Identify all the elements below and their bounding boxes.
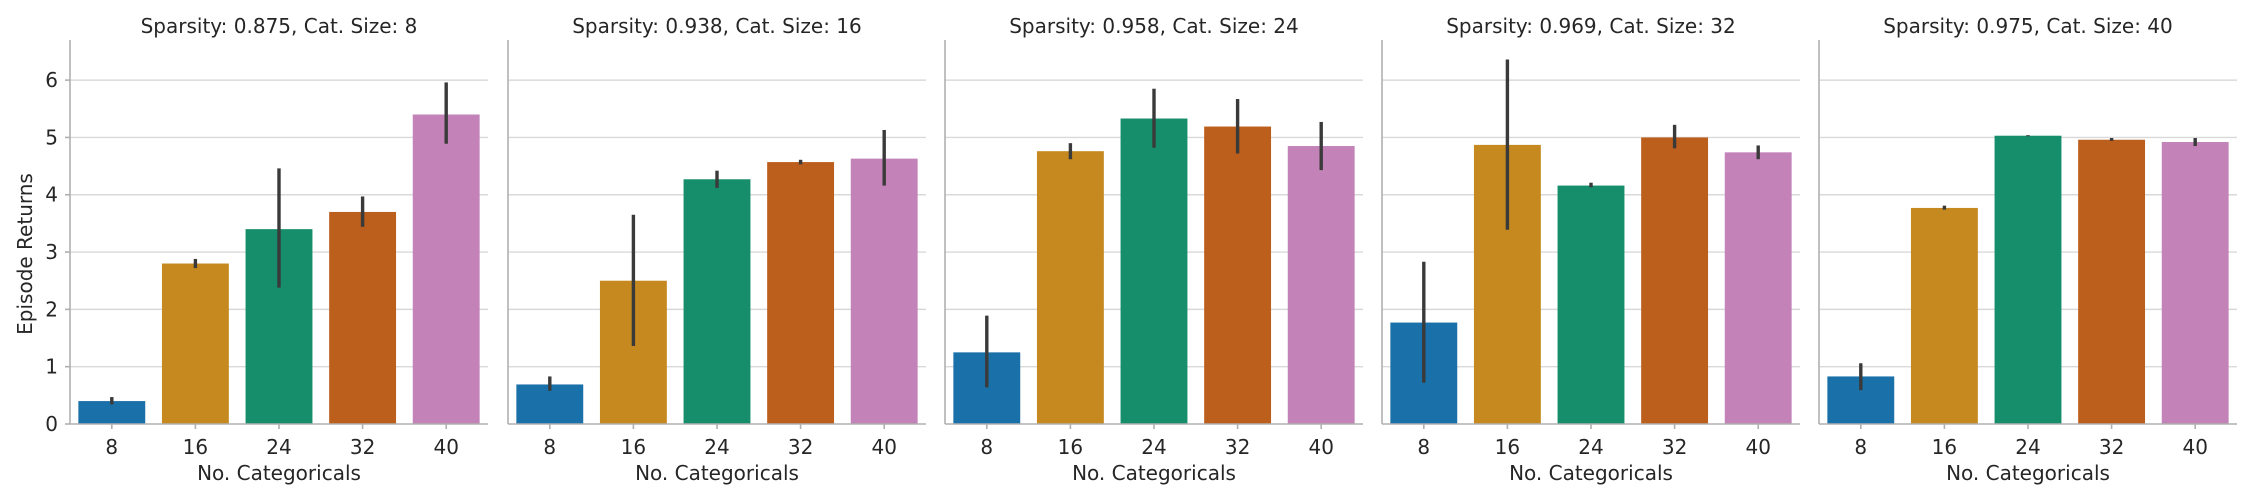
x-axis-label: No. Categoricals	[1509, 461, 1673, 485]
bar-32	[329, 211, 397, 424]
bar-24	[1557, 185, 1625, 424]
bar-40	[1287, 146, 1355, 424]
x-tick-label: 24	[1578, 435, 1603, 459]
x-tick-label: 8	[1854, 435, 1867, 459]
x-axis-label: No. Categoricals	[1072, 461, 1236, 485]
x-tick-label: 40	[2182, 435, 2207, 459]
x-tick-label: 24	[266, 435, 291, 459]
y-tick-label: 5	[45, 125, 58, 149]
x-tick-label: 24	[1141, 435, 1166, 459]
x-tick-label: 16	[621, 435, 646, 459]
x-tick-label: 32	[1662, 435, 1687, 459]
panel-title: Sparsity: 0.938, Cat. Size: 16	[572, 14, 862, 38]
x-tick-label: 32	[350, 435, 375, 459]
bar-32	[2078, 139, 2146, 424]
y-tick-label: 4	[45, 183, 58, 207]
bar-8	[516, 384, 584, 424]
x-tick-label: 40	[433, 435, 458, 459]
bar-16	[1036, 151, 1104, 425]
bar-40	[412, 114, 480, 425]
bar-24	[1120, 118, 1188, 424]
y-tick-label: 0	[45, 412, 58, 436]
x-tick-label: 16	[1932, 435, 1957, 459]
x-tick-label: 32	[1225, 435, 1250, 459]
bar-24	[1994, 135, 2062, 424]
bar-32	[1641, 137, 1709, 424]
x-axis-label: No. Categoricals	[197, 461, 361, 485]
x-tick-label: 24	[2015, 435, 2040, 459]
bar-8	[78, 401, 146, 424]
bar-16	[1910, 207, 1978, 424]
x-tick-label: 40	[1308, 435, 1333, 459]
x-tick-label: 8	[1417, 435, 1430, 459]
y-tick-label: 6	[45, 68, 58, 92]
x-tick-label: 8	[105, 435, 118, 459]
bar-40	[850, 158, 918, 425]
x-tick-label: 16	[1495, 435, 1520, 459]
x-tick-label: 24	[704, 435, 729, 459]
bar-32	[1204, 126, 1272, 425]
x-axis-label: No. Categoricals	[635, 461, 799, 485]
x-tick-label: 32	[2099, 435, 2124, 459]
panel-title: Sparsity: 0.875, Cat. Size: 8	[141, 14, 418, 38]
x-tick-label: 40	[871, 435, 896, 459]
x-axis-label: No. Categoricals	[1946, 461, 2110, 485]
x-tick-label: 16	[1058, 435, 1083, 459]
y-axis-label: Episode Returns	[13, 173, 37, 335]
y-tick-label: 3	[45, 240, 58, 264]
bar-40	[1724, 152, 1792, 424]
x-tick-label: 8	[543, 435, 556, 459]
bar-24	[683, 179, 751, 424]
x-tick-label: 8	[980, 435, 993, 459]
x-tick-label: 32	[788, 435, 813, 459]
panel-title: Sparsity: 0.969, Cat. Size: 32	[1446, 14, 1736, 38]
bar-16	[161, 263, 229, 424]
bar-40	[2161, 142, 2229, 424]
bar-32	[767, 162, 835, 424]
panel-title: Sparsity: 0.975, Cat. Size: 40	[1883, 14, 2173, 38]
y-tick-label: 2	[45, 297, 58, 321]
y-tick-label: 1	[45, 355, 58, 379]
x-tick-label: 16	[183, 435, 208, 459]
panel-title: Sparsity: 0.958, Cat. Size: 24	[1009, 14, 1299, 38]
x-tick-label: 40	[1745, 435, 1770, 459]
